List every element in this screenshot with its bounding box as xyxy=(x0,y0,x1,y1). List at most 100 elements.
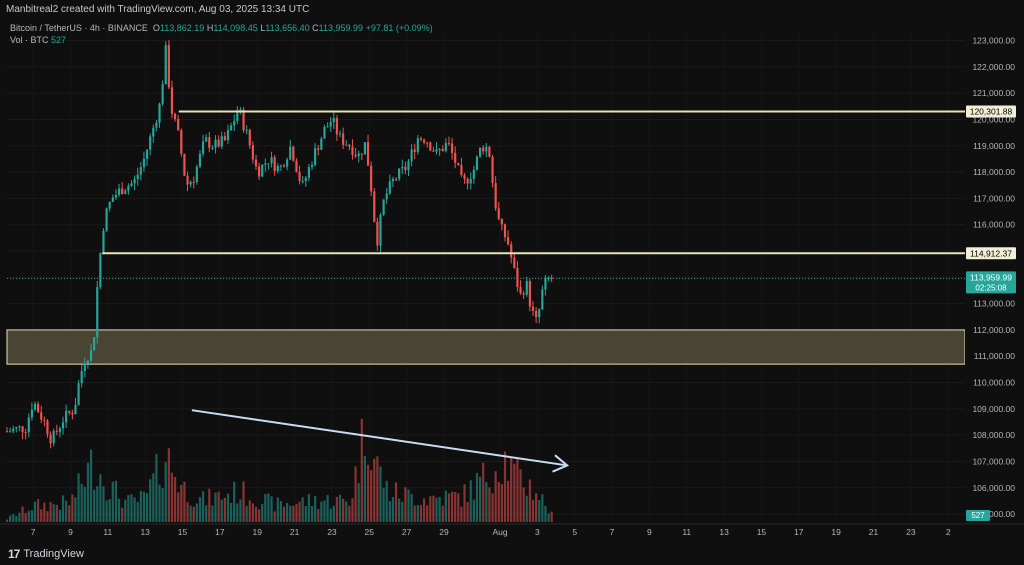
candle-body xyxy=(114,194,118,198)
volume-bar xyxy=(345,501,348,522)
volume-bar xyxy=(298,501,301,522)
level-tag xyxy=(966,105,1016,118)
volume-bar xyxy=(261,503,264,522)
volume-bar xyxy=(310,506,314,522)
tradingview-footer[interactable]: 17 TradingView xyxy=(8,547,84,561)
volume-bars xyxy=(5,418,553,522)
volume-bar xyxy=(401,501,404,522)
candle-body xyxy=(127,186,130,191)
volume-bar xyxy=(52,504,55,522)
volume-bar xyxy=(289,505,292,522)
high-label: H xyxy=(206,23,214,33)
candle-body xyxy=(108,202,111,209)
volume-tag xyxy=(966,510,990,521)
volume-bar xyxy=(351,498,354,522)
volume-bar xyxy=(121,507,124,522)
volume-bar xyxy=(463,484,466,522)
candle-body xyxy=(363,142,367,155)
candle-body xyxy=(217,139,220,147)
candle-body xyxy=(525,281,528,295)
volume-bar xyxy=(320,501,323,522)
volume-bar xyxy=(478,476,482,522)
volume-bar xyxy=(77,473,80,522)
volume-bar xyxy=(89,449,93,522)
y-tick-label: 117,000.00 xyxy=(973,193,1015,203)
volume-bar xyxy=(161,488,164,522)
candle-body xyxy=(71,412,74,415)
candle-body xyxy=(301,180,304,182)
volume-bar xyxy=(370,470,373,522)
volume-bar xyxy=(164,462,167,522)
y-tick-label: 112,000.00 xyxy=(973,325,1015,335)
change-value: +97.81 (+0.09%) xyxy=(365,23,433,33)
volume-bar xyxy=(550,511,553,522)
candle-body xyxy=(136,174,139,180)
volume-bar xyxy=(522,487,525,522)
candle-body xyxy=(500,218,503,225)
candle-body xyxy=(503,224,507,238)
candle-body xyxy=(279,165,282,167)
volume-bar xyxy=(27,510,30,522)
symbol-name[interactable]: Bitcoin / TetherUS · 4h · BINANCE xyxy=(10,23,148,33)
candle-body xyxy=(475,156,479,170)
volume-bar xyxy=(447,493,451,522)
volume-bar xyxy=(385,480,388,522)
volume-legend[interactable]: Vol · BTC 527 xyxy=(10,35,66,45)
x-tick-label: 7 xyxy=(610,527,615,537)
trend-line xyxy=(191,409,568,467)
volume-bar xyxy=(198,497,202,522)
symbol-legend[interactable]: Bitcoin / TetherUS · 4h · BINANCE O113,8… xyxy=(10,23,433,33)
candle-body xyxy=(348,144,351,147)
volume-bar xyxy=(208,488,211,522)
volume-bar xyxy=(142,491,146,522)
candle-body xyxy=(342,133,345,145)
x-tick-label: 19 xyxy=(253,527,263,537)
candle-body xyxy=(463,175,466,179)
volume-bar xyxy=(516,457,519,522)
volume-bar xyxy=(180,484,183,522)
candle-body xyxy=(410,149,413,162)
volume-bar xyxy=(114,480,118,522)
candle-body xyxy=(133,179,136,184)
volume-bar xyxy=(547,513,550,522)
candle-body xyxy=(152,127,155,137)
volume-bar xyxy=(503,451,507,522)
volume-bar xyxy=(267,493,270,522)
candle-body xyxy=(40,412,43,420)
volume-bar xyxy=(307,494,310,522)
volume-bar xyxy=(251,503,254,522)
candle-body xyxy=(155,122,158,128)
y-tick-label: 119,000.00 xyxy=(973,141,1015,151)
candle-body xyxy=(276,165,279,172)
x-tick-label: 13 xyxy=(719,527,729,537)
volume-bar xyxy=(96,486,99,522)
candle-body xyxy=(522,293,525,295)
candle-body xyxy=(472,169,475,179)
volume-bar xyxy=(127,494,130,522)
volume-bar xyxy=(74,497,77,522)
volume-bar xyxy=(167,448,170,522)
x-tick-label: 13 xyxy=(140,527,150,537)
volume-bar xyxy=(15,516,18,522)
volume-bar xyxy=(130,494,133,522)
volume-bar xyxy=(404,487,407,522)
volume-tag-label: 527 xyxy=(971,511,985,520)
candle-body xyxy=(314,148,317,165)
volume-bar xyxy=(338,494,342,522)
volume-bar xyxy=(450,491,454,522)
candle-body xyxy=(180,130,183,154)
volume-bar xyxy=(102,486,105,522)
volume-bar xyxy=(342,498,345,522)
x-tick-label: 11 xyxy=(103,527,112,537)
volume-bar xyxy=(332,505,335,522)
candle-body xyxy=(429,142,432,151)
candle-body xyxy=(273,157,276,172)
volume-bar xyxy=(354,466,357,522)
volume-bar xyxy=(407,489,410,522)
volume-bar xyxy=(416,505,419,522)
candle-body xyxy=(317,148,320,150)
candle-body xyxy=(544,277,547,290)
volume-bar xyxy=(388,501,391,522)
